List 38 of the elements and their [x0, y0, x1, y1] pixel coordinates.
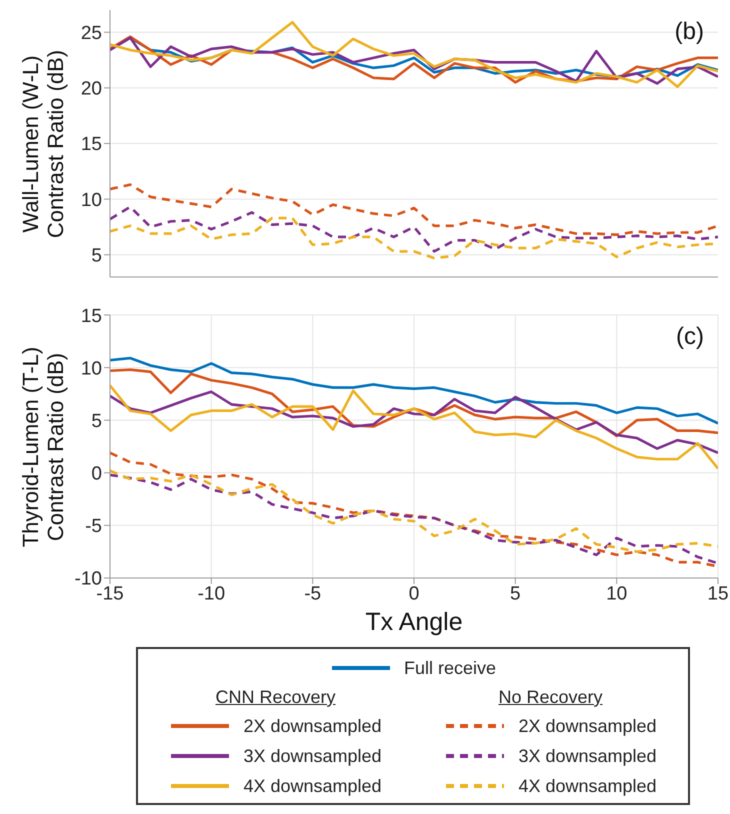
line-series	[110, 469, 718, 553]
line-series	[110, 356, 718, 425]
line-series	[110, 20, 718, 88]
line-series	[110, 474, 718, 565]
y-tick-label: 15	[80, 134, 102, 156]
annotation: (c)	[676, 323, 704, 351]
y-tick-label: 5	[91, 245, 102, 266]
x-tick-label: 0	[408, 583, 420, 604]
text: CNN Recovery	[214, 686, 337, 709]
legend-label: 3X downsampled	[518, 746, 657, 766]
y-tick-label: -5	[85, 516, 102, 538]
legend-label: 2X downsampled	[518, 716, 657, 736]
legend-label: 2X downsampled	[243, 716, 382, 736]
x-tick-label: -10	[198, 583, 226, 604]
y-axis-title: Thyroid-Lumen (T-L) Contrast Ratio (dB)	[18, 345, 68, 549]
y-tick-label: 25	[80, 22, 102, 44]
x-tick-label: 5	[510, 583, 521, 604]
y-tick-label: 10	[80, 190, 102, 211]
y-axis-title: Wall-Lumen (W-L) Contrast Ratio (dB)	[18, 48, 68, 240]
annotation: (b)	[674, 18, 704, 46]
legend-label: 4X downsampled	[243, 776, 382, 796]
y-tick-label: 5	[91, 410, 102, 432]
legend-label: 3X downsampled	[243, 746, 382, 766]
text: No Recovery	[497, 686, 604, 709]
y-tick-label: 15	[80, 306, 102, 327]
line-series	[110, 183, 718, 236]
y-tick-label: -10	[74, 568, 102, 590]
x-tick-label: 15	[707, 583, 729, 604]
x-axis-title: Tx Angle	[364, 608, 464, 637]
y-tick-label: 0	[91, 464, 102, 485]
y-tick-label: 20	[80, 78, 102, 100]
line-series	[110, 384, 718, 470]
legend-label: 4X downsampled	[518, 776, 657, 796]
x-tick-label: 10	[606, 583, 628, 604]
line-series	[110, 206, 718, 253]
legend-label: Full receive	[404, 658, 496, 678]
y-tick-label: 10	[80, 358, 102, 380]
x-tick-label: -5	[304, 583, 322, 604]
